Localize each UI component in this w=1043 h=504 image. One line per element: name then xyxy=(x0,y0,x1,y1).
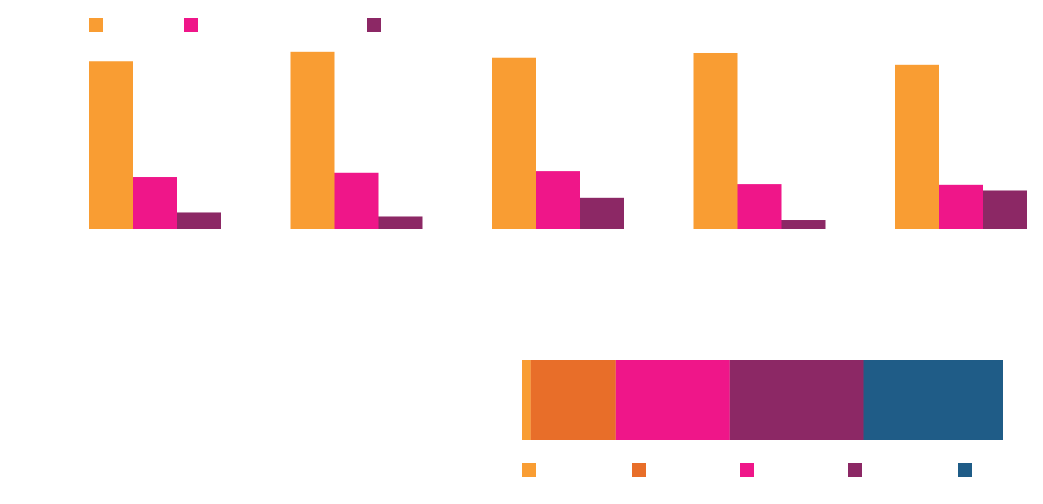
bar-group-3-series-1 xyxy=(492,57,536,229)
bar-group-1-series-3 xyxy=(177,212,221,229)
legend-swatch-2 xyxy=(184,18,198,32)
bar-group-2-series-2 xyxy=(334,172,379,229)
stacked-legend-swatch-1 xyxy=(522,463,536,477)
bar-group-3-series-2 xyxy=(536,171,580,229)
bar-group-2-series-3 xyxy=(378,216,423,229)
bar-group-4-series-2 xyxy=(737,184,782,229)
stacked-segment-1 xyxy=(522,360,531,440)
stacked-legend-swatch-3 xyxy=(740,463,754,477)
stacked-segment-5 xyxy=(863,360,1003,440)
legend-swatch-3 xyxy=(367,18,381,32)
bar-group-4-series-1 xyxy=(693,52,738,229)
bar-group-5-series-3 xyxy=(983,190,1027,229)
stacked-segment-4 xyxy=(729,360,864,440)
stacked-legend-swatch-2 xyxy=(632,463,646,477)
bar-group-4-series-3 xyxy=(781,220,826,229)
stacked-segment-3 xyxy=(615,360,730,440)
legend-swatch-1 xyxy=(89,18,103,32)
stacked-segment-2 xyxy=(530,360,616,440)
bar-group-5-series-1 xyxy=(895,64,939,229)
bar-group-1-series-2 xyxy=(133,177,177,230)
bar-group-1-series-1 xyxy=(89,61,133,230)
stacked-legend-swatch-4 xyxy=(848,463,862,477)
bar-group-2-series-1 xyxy=(290,51,335,230)
bar-group-3-series-3 xyxy=(580,197,624,229)
bar-group-5-series-2 xyxy=(939,184,983,229)
stacked-legend-swatch-5 xyxy=(958,463,972,477)
